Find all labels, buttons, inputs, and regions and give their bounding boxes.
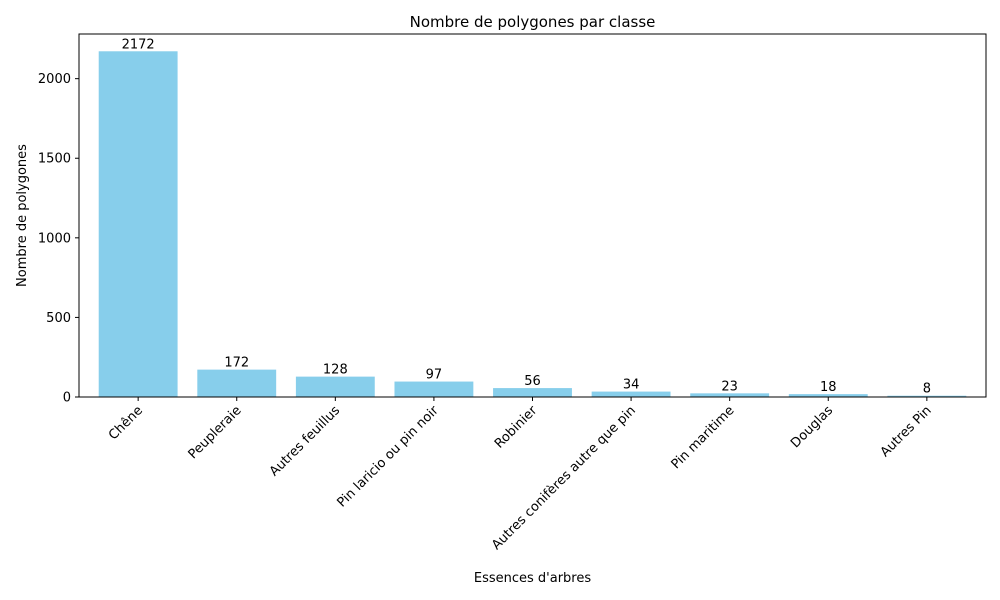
- data-label-8: 8: [923, 382, 931, 397]
- x-tick-label-3: Pin laricio ou pin noir: [335, 403, 443, 511]
- bar-0: [98, 51, 178, 398]
- bar-2: [295, 376, 375, 397]
- x-tick-label-0: Chêne: [106, 403, 146, 443]
- bar-1: [197, 369, 277, 397]
- y-tick-label-0: 0: [63, 391, 71, 406]
- x-tick-label-1: Peupleraie: [186, 403, 245, 462]
- data-label-2: 128: [323, 363, 348, 378]
- bar-8: [887, 395, 967, 397]
- data-label-1: 172: [224, 356, 249, 371]
- y-tick-label-4: 2000: [38, 72, 71, 87]
- x-axis-label: Essences d'arbres: [474, 571, 591, 586]
- bar-4: [493, 388, 572, 397]
- data-label-7: 18: [820, 380, 837, 395]
- plot-area: 2172 172 128 97 56 34 23 18 8: [98, 37, 967, 398]
- y-tick-label-1: 500: [46, 311, 71, 326]
- bar-3: [394, 381, 474, 397]
- data-label-4: 56: [524, 374, 541, 389]
- bar-5: [591, 391, 671, 397]
- y-axis: 0 500 1000 1500 2000: [38, 72, 79, 406]
- y-axis-label: Nombre de polygones: [15, 144, 30, 287]
- x-tick-label-4: Robinier: [492, 403, 541, 452]
- x-tick-label-7: Douglas: [788, 403, 836, 451]
- data-label-0: 2172: [122, 37, 155, 52]
- plot-frame: [78, 33, 987, 398]
- data-label-3: 97: [426, 368, 443, 383]
- x-tick-label-6: Pin maritime: [669, 403, 738, 472]
- chart-title: Nombre de polygones par classe: [410, 13, 656, 31]
- y-tick-label-3: 1500: [38, 152, 71, 167]
- data-label-5: 34: [623, 378, 640, 393]
- x-tick-label-2: Autres feuillus: [267, 403, 343, 479]
- x-tick-label-8: Autres Pin: [878, 403, 935, 460]
- bar-6: [690, 393, 770, 397]
- data-label-6: 23: [721, 379, 738, 394]
- y-tick-label-2: 1000: [38, 231, 71, 246]
- bar-7: [788, 394, 868, 397]
